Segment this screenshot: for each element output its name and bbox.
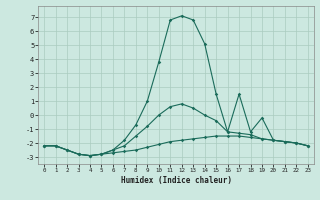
X-axis label: Humidex (Indice chaleur): Humidex (Indice chaleur): [121, 176, 231, 185]
